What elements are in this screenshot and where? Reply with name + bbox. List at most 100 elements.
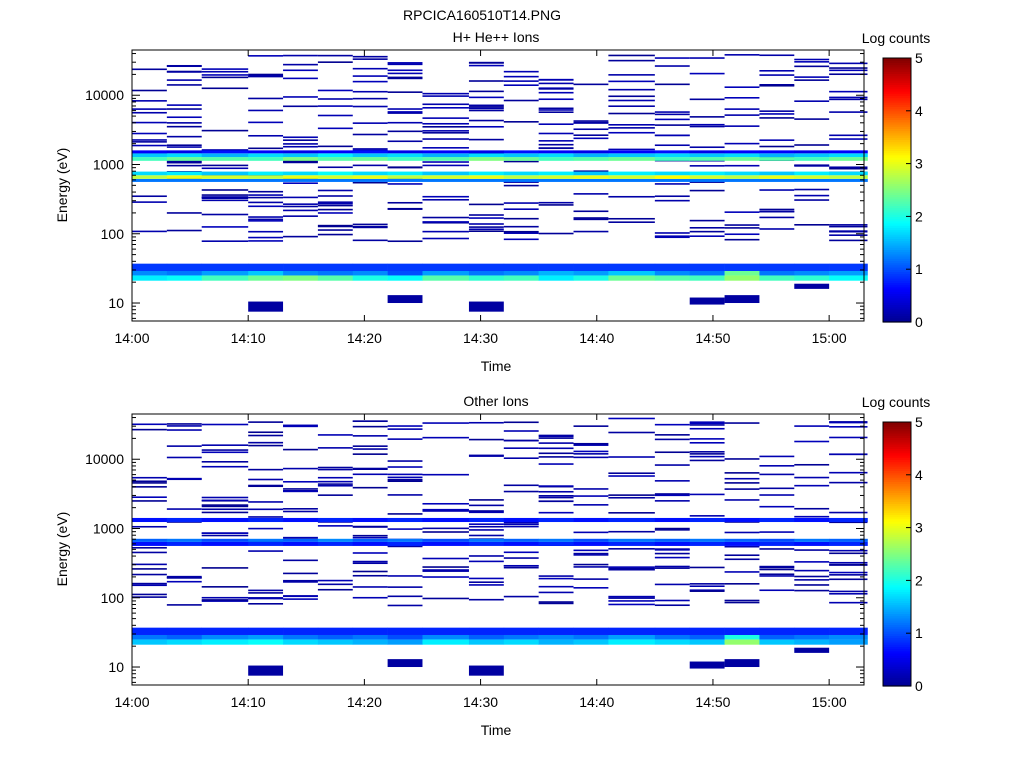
spectrogram-trace (573, 566, 609, 568)
colorbar-tick-label: 5 (915, 414, 923, 430)
spectrogram-trace (422, 221, 469, 223)
spectrogram-trace (352, 223, 388, 226)
spectrogram-trace (166, 425, 202, 427)
spectrogram-trace (317, 483, 353, 485)
spectrogram-cell (759, 270, 795, 276)
spectrogram-trace (654, 124, 690, 126)
spectrogram-cell (387, 541, 423, 546)
spectrogram-cell (352, 175, 388, 179)
colorbar-swatch (883, 681, 911, 685)
spectrogram-cell (654, 538, 691, 542)
spectrogram-trace (608, 600, 655, 602)
spectrogram-trace (468, 119, 504, 122)
colorbar-swatch (883, 308, 911, 312)
colorbar-swatch (883, 428, 911, 432)
spectrogram-cell (132, 275, 168, 281)
x-tick-label: 14:30 (463, 694, 498, 710)
spectrogram-cell (166, 171, 203, 176)
colorbar-swatch (883, 624, 911, 628)
spectrogram-trace (608, 99, 655, 102)
spectrogram-trace (689, 515, 725, 517)
spectrogram-trace (248, 190, 284, 193)
colorbar-swatch (883, 439, 911, 443)
spectrogram-trace (468, 499, 504, 501)
colorbar-swatch (883, 670, 911, 674)
colorbar-swatch (883, 108, 911, 112)
spectrogram-cell (503, 517, 539, 523)
colorbar-swatch (883, 488, 911, 491)
spectrogram-cell (503, 175, 539, 179)
spectrogram-trace (654, 451, 690, 454)
spectrogram-trace (503, 238, 539, 241)
spectrogram-trace (503, 421, 539, 424)
colorbar-swatch (883, 97, 911, 101)
spectrogram-trace (422, 198, 469, 201)
spectrogram-cell (654, 639, 691, 645)
colorbar-swatch (883, 483, 911, 487)
spectrogram-cell (317, 270, 354, 276)
spectrogram-trace (794, 65, 830, 68)
spectrogram-trace (387, 545, 423, 548)
spectrogram-cell (689, 157, 725, 161)
spectrogram-trace (422, 117, 469, 119)
colorbar-swatch (883, 558, 911, 562)
spectrogram-trace (573, 453, 609, 455)
spectrogram-trace (248, 485, 284, 488)
spectrogram-trace (468, 455, 504, 457)
spectrogram-trace (608, 127, 655, 129)
spectrogram-cell (608, 178, 656, 182)
colorbar-swatch (883, 249, 911, 253)
spectrogram-cell (608, 517, 656, 523)
colorbar-swatch (883, 258, 911, 261)
spectrogram-cell (201, 627, 249, 635)
spectrogram-trace (654, 423, 690, 426)
spectrogram-trace (248, 109, 284, 112)
colorbar-swatch (883, 494, 911, 498)
spectrogram-trace (422, 570, 469, 572)
colorbar-swatch (883, 176, 911, 180)
colorbar-swatch (883, 227, 911, 231)
x-tick-label: 15:00 (812, 694, 847, 710)
spectrogram-trace (503, 595, 539, 598)
spectrogram-trace (829, 561, 868, 564)
spectrogram-trace (829, 239, 868, 242)
colorbar-swatch (883, 551, 911, 555)
colorbar-swatch (883, 452, 911, 456)
spectrogram-trace (573, 217, 609, 219)
spectrogram-cell (387, 270, 423, 276)
spectrogram-cell (573, 538, 609, 542)
spectrogram-trace (317, 212, 353, 214)
spectrogram-cell (829, 157, 868, 161)
colorbar-swatch (883, 150, 911, 154)
spectrogram-trace (724, 558, 760, 561)
spectrogram-cell (317, 639, 354, 645)
spectrogram-trace (794, 463, 830, 466)
spectrogram-trace (387, 460, 423, 462)
colorbar-swatch (883, 183, 911, 187)
spectrogram-trace (317, 525, 353, 527)
colorbar-swatch (883, 304, 911, 308)
spectrogram-trace (201, 129, 249, 132)
spectrogram-trace (283, 595, 318, 598)
spectrogram-trace (829, 90, 868, 93)
spectrogram-trace (352, 536, 388, 539)
spectrogram-trace (759, 487, 795, 490)
spectrogram-trace (608, 80, 655, 83)
spectrogram-trace (724, 238, 760, 241)
spectrogram-trace (387, 166, 423, 168)
colorbar-swatch (883, 168, 911, 171)
spectrogram-cell (352, 157, 388, 161)
spectrogram-trace (387, 466, 423, 468)
spectrogram-cell (248, 270, 284, 276)
spectrogram-trace (283, 139, 318, 141)
spectrogram-trace (794, 100, 830, 102)
spectrogram-trace (654, 183, 690, 185)
colorbar-swatch (883, 225, 911, 228)
spectrogram-cell (422, 541, 470, 546)
spectrogram-trace (387, 183, 423, 185)
spectrogram-trace (794, 58, 830, 61)
colorbar-swatch (883, 617, 911, 621)
spectrogram-cell (387, 178, 423, 182)
spectrogram-trace (352, 473, 388, 476)
colorbar-swatch (883, 121, 911, 125)
